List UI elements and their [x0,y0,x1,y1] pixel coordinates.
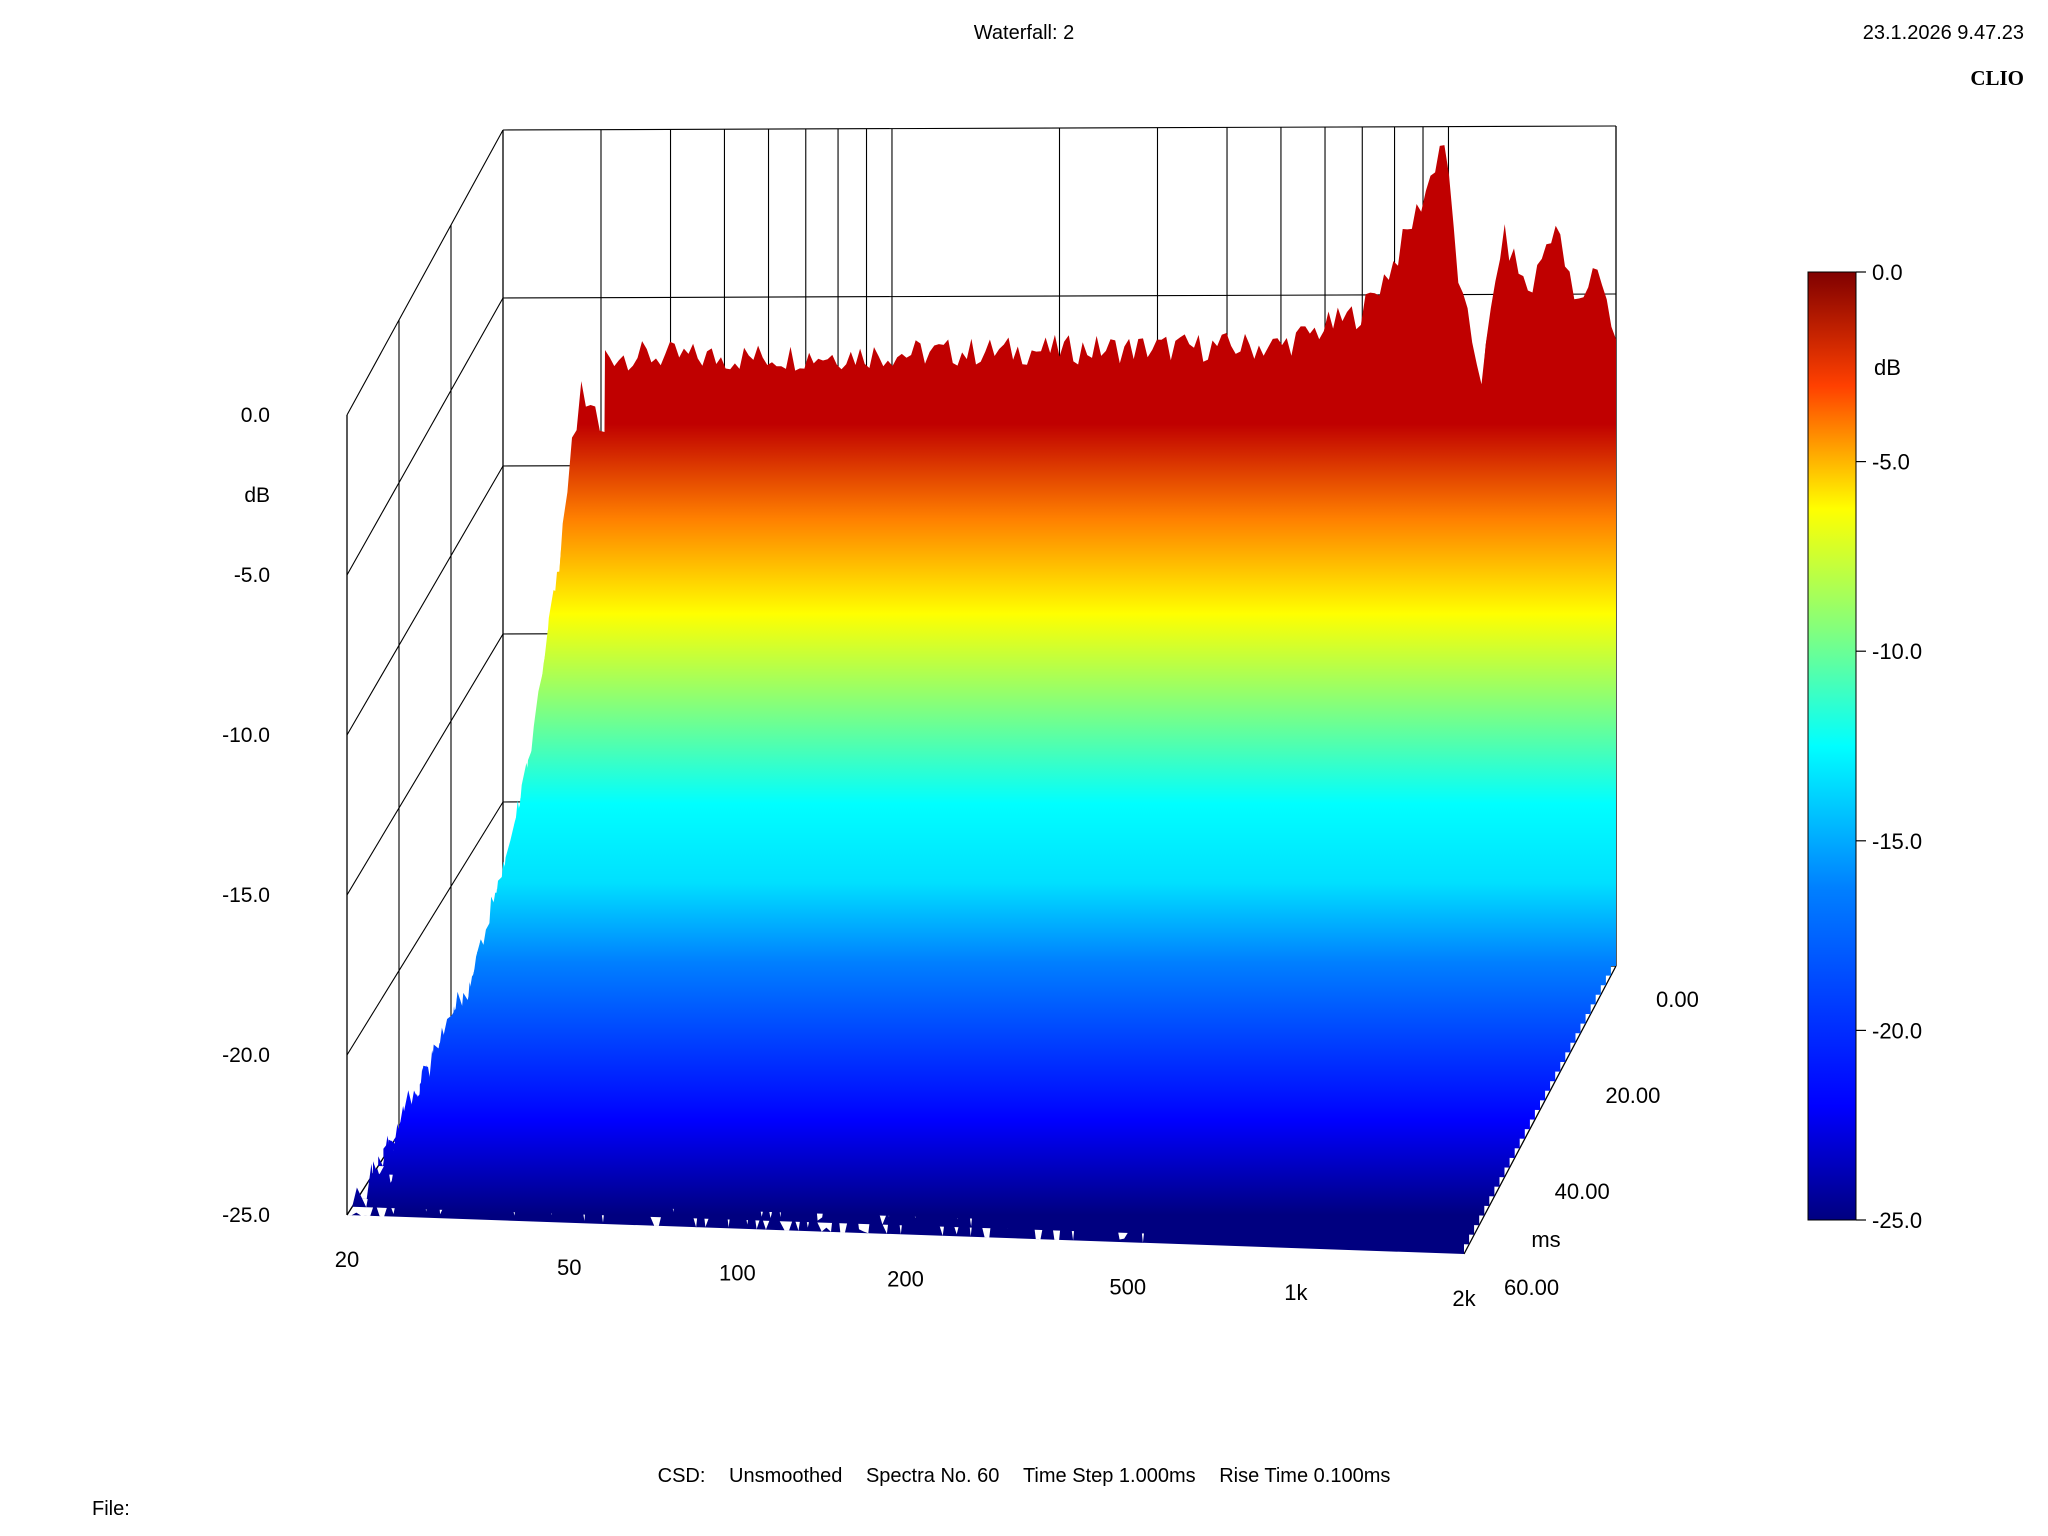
z-tick-label: 60.00 [1504,1275,1559,1300]
csd-label: CSD: [657,1465,706,1487]
grid-line-left [346,801,504,1056]
y-tick-label: 0.0 [241,404,270,427]
y-tick-label: -20.0 [222,1044,270,1067]
x-tick-label: 100 [719,1261,756,1286]
colorbar-scale [1807,271,1857,1221]
timestamp: 23.1.2026 9.47.23 [1862,22,2024,44]
spectra-count: Spectra No. 60 [865,1465,1000,1487]
grid-line-left [346,129,504,416]
brand-logo-text: CLIO [1970,66,2024,90]
colorbar: 0.0 -5.0 -10.0 -15.0 -20.0 -25.0 dB [1807,260,1922,1233]
colorbar-tick-label: -20.0 [1872,1018,1922,1043]
file-label: File: [92,1498,130,1520]
z-axis-unit: ms [1531,1227,1560,1252]
x-tick-label: 500 [1109,1274,1146,1299]
x-axis-labels: 20 50 100 200 500 1k 2k [335,1247,1477,1311]
x-tick-label: 50 [557,1255,581,1280]
colorbar-tick-label: -5.0 [1872,450,1910,475]
rise-time: Rise Time 0.100ms [1219,1465,1391,1487]
x-tick-label: 1k [1284,1280,1308,1305]
time-step: Time Step 1.000ms [1022,1465,1196,1487]
grid-line-left [346,633,504,896]
grid-line-left [346,465,504,736]
colorbar-unit: dB [1874,355,1901,380]
x-tick-label: 2k [1452,1286,1476,1311]
y-tick-label: -25.0 [222,1204,270,1227]
z-tick-label: 20.00 [1605,1083,1660,1108]
grid-line-left [346,297,504,576]
y-axis-unit: dB [244,484,270,507]
y-tick-label: -10.0 [222,724,270,747]
y-tick-label: -15.0 [222,884,270,907]
y-tick-label: -5.0 [234,564,270,587]
z-tick-label: 0.00 [1656,987,1699,1012]
x-tick-label: 200 [887,1267,924,1292]
x-tick-label: 20 [335,1247,359,1272]
z-tick-label: 40.00 [1555,1179,1610,1204]
y-axis-labels: 0.0 -5.0 -10.0 -15.0 -20.0 -25.0 dB [222,404,270,1227]
z-axis-labels: 0.00 20.00 40.00 60.00 ms [1504,987,1699,1300]
colorbar-tick-label: -25.0 [1872,1208,1922,1233]
spectrum-slice [352,1138,1470,1245]
chart-title: Waterfall: 2 [973,22,1075,44]
colorbar-tick-label: -15.0 [1872,829,1922,854]
colorbar-tick-label: -10.0 [1872,639,1922,664]
colorbar-tick-label: 0.0 [1872,260,1903,285]
measurement-info: CSD: Unsmoothed Spectra No. 60 Time Step… [0,1465,2048,1488]
spectrum-slice [347,1159,1464,1254]
smoothing-value: Unsmoothed [729,1465,843,1487]
waterfall-surface [347,145,1616,1254]
